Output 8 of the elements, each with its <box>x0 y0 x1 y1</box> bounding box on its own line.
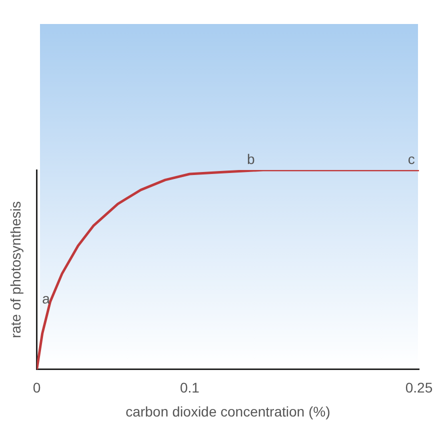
annotation: c <box>408 150 415 167</box>
y-axis-title: rate of photosynthesis <box>7 201 24 338</box>
x-tick-label: 0 <box>32 380 41 396</box>
x-tick-label: 0.25 <box>405 380 433 396</box>
x-tick-label: 0.1 <box>180 380 200 396</box>
annotation: b <box>246 150 255 167</box>
x-axis-title: carbon dioxide concentration (%) <box>126 403 330 420</box>
annotation: a <box>42 290 50 306</box>
